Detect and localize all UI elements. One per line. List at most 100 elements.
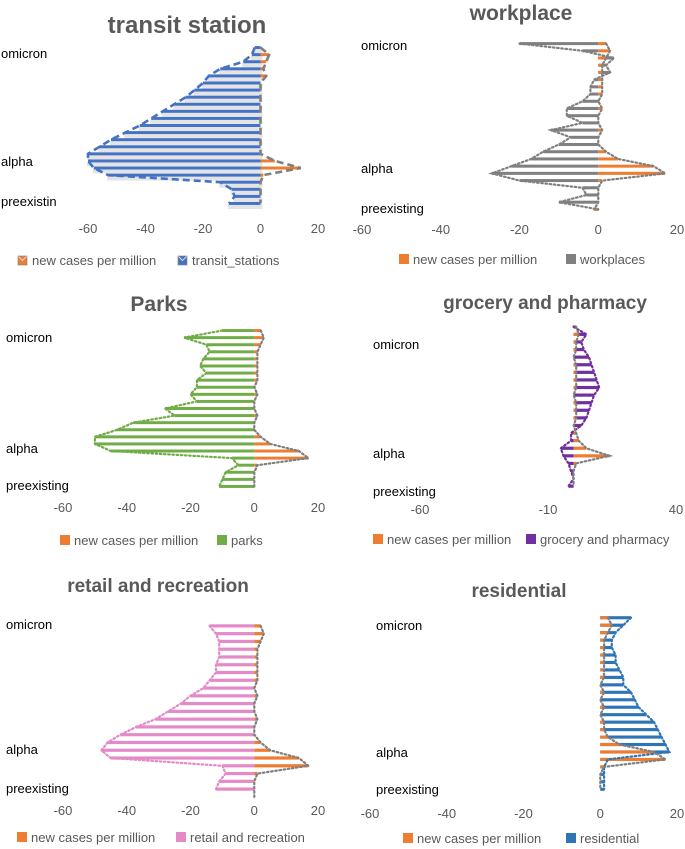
chart-title: residential [471,581,566,602]
mobility-bar [243,60,261,64]
cases-bar [254,632,264,636]
mobility-bar [251,53,261,57]
bar-shadow [110,140,263,146]
mobility-bar [491,171,599,175]
mobility-bar [168,709,255,713]
cases-bar [600,742,620,747]
mobility-bar [88,152,261,156]
mobility-bar [165,407,255,410]
cases-bar [600,675,605,679]
cases-bar [600,645,605,650]
mobility-bar [568,484,574,488]
mobility-bar [107,740,255,745]
mobility-bar [573,370,595,374]
cases-bar [598,56,607,60]
bar-shadow [253,48,263,54]
cases-bar [573,363,577,367]
x-tick-label: -60 [361,806,380,821]
mobility-bar [573,423,582,428]
chart-panel-3: Parks omicron alpha preexisting -60 -40 -20 0 20… [6,293,325,548]
mobility-bar [155,717,255,721]
cases-bar [260,74,267,78]
mobility-bar [600,735,662,739]
x-tick-label: -60 [79,221,98,236]
cases-bar [573,461,577,466]
x-tick-label: 0 [251,803,258,818]
mobility-bar [600,772,605,776]
bar-shadow [219,183,263,188]
cases-bar [260,60,267,64]
cases-bar [598,42,607,46]
bar-shadow [161,112,263,117]
mobility-bar [93,166,261,170]
cases-bar [594,207,599,211]
bar-shadow [233,197,263,202]
mobility-bar [220,180,261,184]
legend-label-cases: new cases per million [74,533,198,548]
category-label: alpha [6,441,39,456]
mobility-bar [600,660,616,665]
legend-swatch-mobility [526,534,536,544]
mobility-bar [558,200,599,204]
cases-bar [573,370,577,374]
cases-trendline [599,616,669,791]
chart-panel-6: residential omicron alpha preexisting -60 -40… [361,581,685,846]
bar-shadow [230,190,263,195]
cases-bar [254,463,258,467]
cases-bar [254,449,299,453]
cases-bar [573,347,577,352]
mobility-bar [590,85,599,89]
mobility-bar [196,378,255,382]
mobility-bar [196,385,255,389]
x-tick-label: -60 [54,803,73,818]
x-tick-label: -20 [181,500,200,515]
legend-label-mobility: parks [231,533,263,548]
bar-shadow [242,62,263,68]
mobility-bar [220,67,261,71]
legend: new cases per million parks [60,533,263,548]
mobility-bar [600,668,620,672]
chart-title: Parks [130,293,187,316]
mobility-bar [573,393,595,397]
category-label: alpha [6,742,39,757]
mobility-bar [531,157,599,161]
cases-bar [254,670,258,675]
bar-shadow [219,69,263,75]
cases-bar [254,771,258,776]
cases-bar [254,678,258,682]
mobility-bar [206,371,255,375]
mobility-bar [573,355,589,359]
cases-bar [254,456,309,460]
x-tick-label: 0 [595,222,602,237]
mobility-bar [600,728,658,732]
cases-bar [598,164,654,168]
legend-swatch-cases [403,833,413,843]
x-tick-label: -20 [194,221,213,236]
cases-bar [573,439,579,443]
cases-bar [260,67,264,71]
mobility-bar [94,442,255,446]
cases-bar [600,690,605,694]
mobility-bar [88,159,261,163]
cases-bar [573,385,577,390]
bar-shadow [87,154,263,160]
mobility-bar [94,435,255,439]
cases-bar [254,639,261,644]
cases-bar [573,332,579,336]
mobility-bar [551,128,599,132]
category-label: omicron [6,617,52,632]
bar-shadow [98,147,263,153]
mobility-bar [600,720,654,724]
cases-bar [598,106,603,110]
cases-bar [600,765,605,769]
mobility-bar [101,748,255,752]
legend-label-mobility: grocery and pharmacy [540,532,670,547]
cases-trendline [253,329,312,488]
mobility-bar [600,690,631,694]
mobility-bar [209,624,255,628]
cases-bar [573,340,577,344]
cases-bar [598,78,603,82]
legend-swatch-mobility-mark [178,256,187,262]
legend-label-mobility: residential [580,831,639,846]
mobility-bar [203,686,255,690]
